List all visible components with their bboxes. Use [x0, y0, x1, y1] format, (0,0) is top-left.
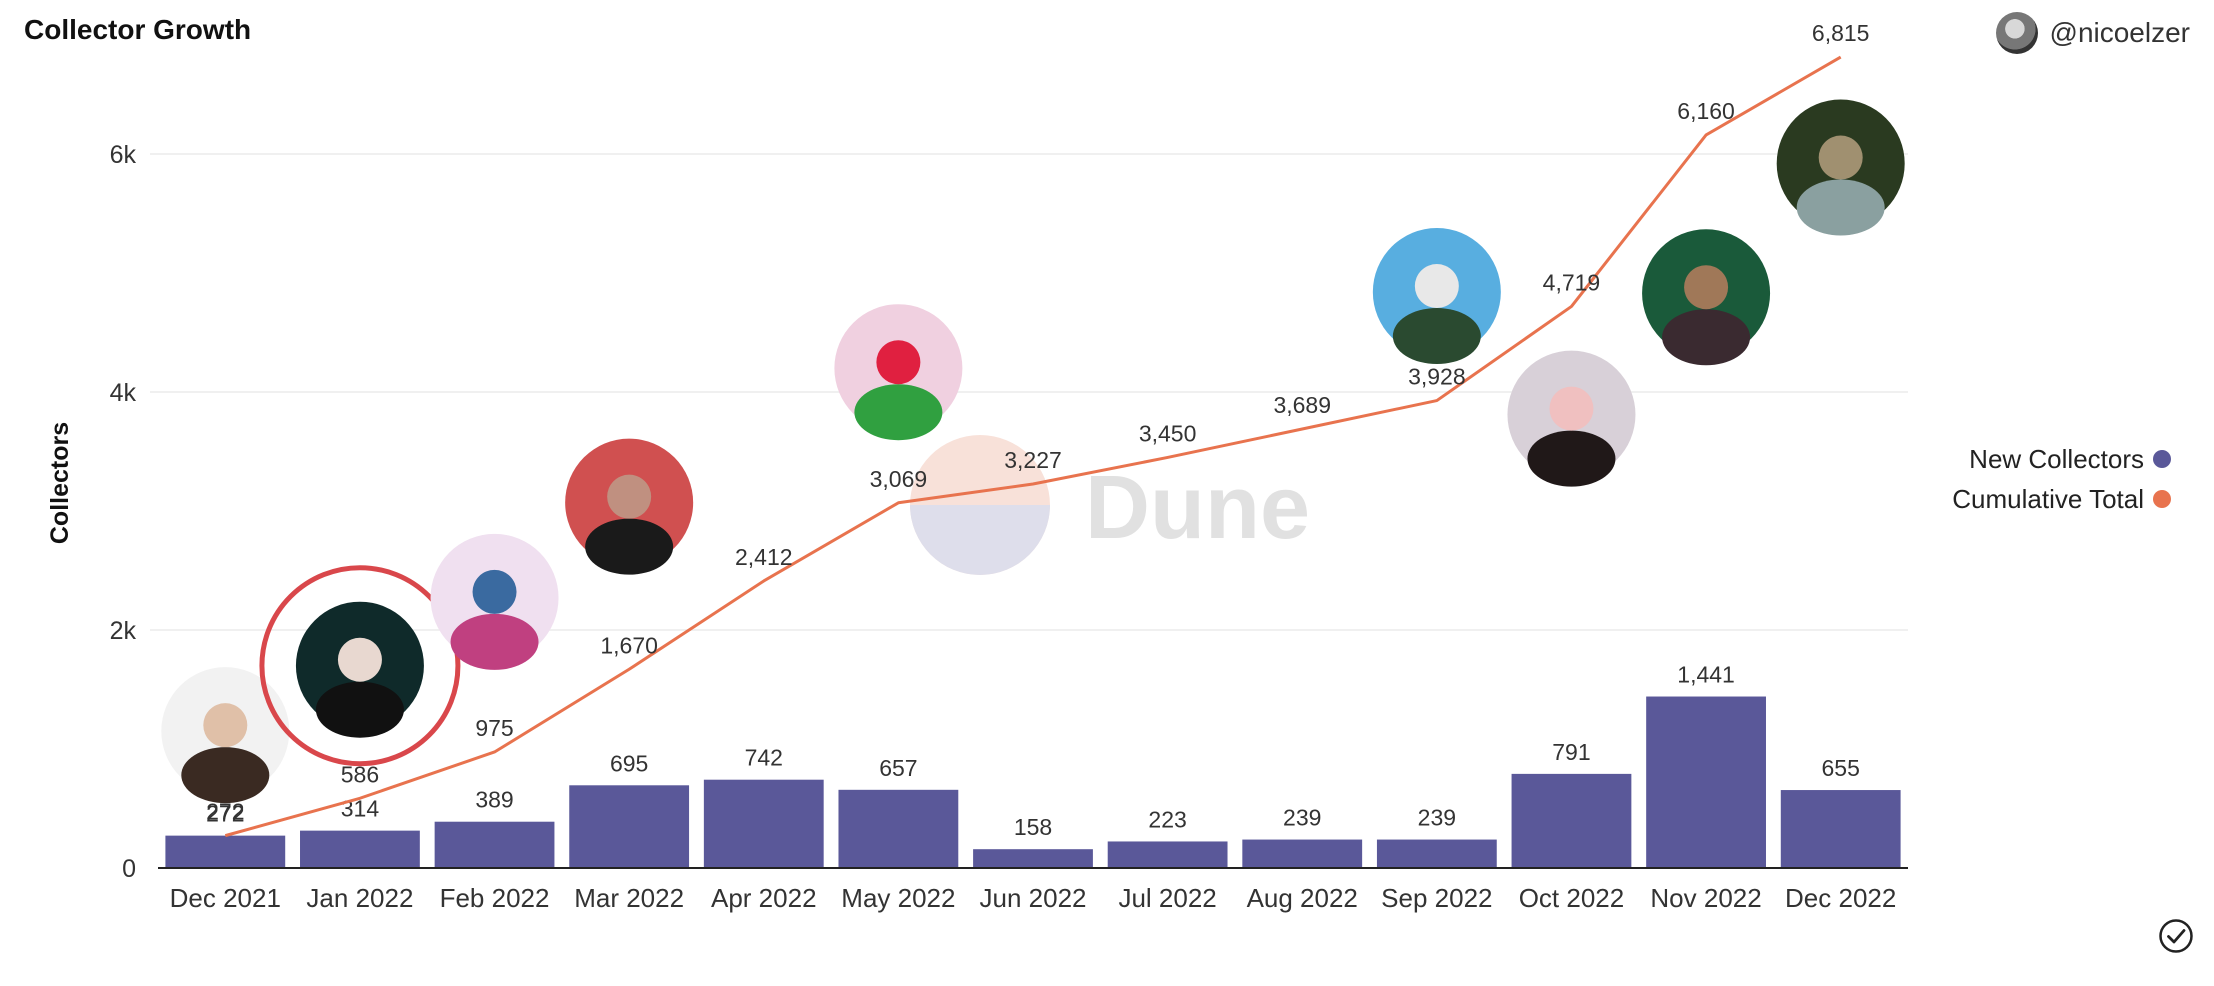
x-tick-label: Mar 2022 — [574, 883, 684, 913]
bar-value-label: 657 — [879, 755, 917, 781]
collector-photo — [1642, 229, 1771, 366]
bar-value-label: 158 — [1014, 814, 1052, 840]
photo-body — [1796, 179, 1885, 236]
photo-face — [1414, 264, 1459, 309]
y-tick-label: 2k — [110, 617, 137, 645]
line-value-label: 4,719 — [1543, 269, 1601, 295]
photo-face — [203, 703, 248, 748]
x-tick-label: Dec 2022 — [1785, 883, 1896, 913]
bar-value-label: 742 — [745, 745, 783, 771]
bar — [569, 785, 690, 868]
x-tick-label: Nov 2022 — [1650, 883, 1761, 913]
line-value-label: 2,412 — [735, 544, 793, 570]
line-value-label: 3,689 — [1273, 392, 1331, 418]
line-value-label: 1,670 — [600, 632, 658, 658]
photo-body — [585, 518, 674, 575]
y-tick-label: 0 — [122, 855, 136, 883]
legend-marker — [2153, 450, 2171, 468]
check-circle-icon[interactable] — [2158, 918, 2194, 954]
bar — [1376, 839, 1497, 868]
bar-value-label: 272 — [206, 801, 244, 827]
user-avatar[interactable] — [1995, 12, 2038, 54]
x-tick-label: Oct 2022 — [1519, 883, 1625, 913]
bar — [1107, 841, 1228, 868]
collector-photo — [430, 533, 559, 670]
line-value-label: 3,928 — [1408, 364, 1466, 390]
x-tick-label: Apr 2022 — [711, 883, 817, 913]
chart-title: Collector Growth — [24, 14, 252, 45]
bar-value-label: 389 — [475, 787, 513, 813]
bar-value-label: 655 — [1822, 755, 1860, 781]
bar-value-label: 223 — [1148, 806, 1186, 832]
user-profile[interactable]: @nicoelzer — [1995, 12, 2190, 54]
line-value-label: 3,450 — [1139, 420, 1197, 446]
photo-face — [1549, 386, 1594, 431]
collector-photo — [1776, 99, 1905, 236]
bar — [300, 830, 420, 868]
photo-face — [472, 569, 517, 614]
bar-value-label: 239 — [1418, 805, 1456, 831]
photo-face — [337, 637, 382, 682]
photo-body — [1392, 308, 1481, 365]
x-tick-label: Dec 2021 — [170, 883, 281, 913]
photo-body — [450, 613, 539, 670]
dune-watermark-text: Dune — [1085, 458, 1310, 558]
collector-photo — [161, 667, 290, 804]
bar-value-label: 791 — [1552, 739, 1590, 765]
bar — [165, 835, 286, 868]
bar — [1646, 696, 1766, 868]
legend-marker — [2153, 490, 2171, 508]
bar — [703, 779, 824, 868]
line-value-label: 3,069 — [870, 466, 928, 492]
x-tick-label: Sep 2022 — [1381, 883, 1492, 913]
collector-photo — [1372, 228, 1501, 365]
legend-label: New Collectors — [1969, 444, 2144, 474]
x-tick-label: Jun 2022 — [980, 883, 1087, 913]
line-value-label: 6,160 — [1677, 98, 1735, 124]
line-value-label: 3,227 — [1004, 447, 1062, 473]
bar-value-label: 1,441 — [1677, 662, 1735, 688]
dune-watermark: Dune — [910, 435, 1310, 575]
photo-body — [1662, 309, 1751, 366]
x-tick-label: Jul 2022 — [1118, 883, 1216, 913]
y-axis-title: Collectors — [46, 422, 74, 544]
y-tick-label: 6k — [110, 141, 137, 169]
photo-body — [181, 747, 270, 804]
collector-photo — [259, 565, 461, 767]
dune-logo-half — [910, 505, 1050, 575]
photo-face — [607, 474, 652, 519]
bar — [1780, 790, 1901, 868]
photo-body — [1527, 430, 1616, 487]
collector-photo — [1507, 350, 1636, 487]
highlight-ring — [259, 565, 461, 767]
bar — [1242, 839, 1363, 868]
photo-face — [876, 340, 921, 385]
cumulative-line — [224, 55, 1842, 838]
bar — [1511, 773, 1632, 868]
y-tick-label: 4k — [110, 379, 137, 407]
bar-value-label: 695 — [610, 750, 648, 776]
x-tick-label: Aug 2022 — [1247, 883, 1358, 913]
bar-value-label: 239 — [1283, 805, 1321, 831]
photo-face — [1818, 135, 1863, 180]
bar-value-label: 314 — [341, 796, 380, 822]
x-tick-label: Jan 2022 — [306, 883, 413, 913]
collector-photo — [565, 438, 694, 575]
legend-label: Cumulative Total — [1952, 484, 2144, 514]
bar — [973, 849, 1093, 868]
photo-face — [1684, 265, 1729, 310]
photo-body — [854, 384, 943, 441]
x-tick-label: May 2022 — [841, 883, 955, 913]
x-tick-label: Feb 2022 — [440, 883, 550, 913]
line-value-label: 6,815 — [1812, 20, 1870, 46]
bar — [838, 789, 959, 868]
bar — [434, 821, 555, 868]
line-value-label: 975 — [475, 715, 513, 741]
username[interactable]: @nicoelzer — [2049, 17, 2190, 48]
photo-body — [315, 681, 404, 738]
collector-photo — [834, 304, 963, 441]
